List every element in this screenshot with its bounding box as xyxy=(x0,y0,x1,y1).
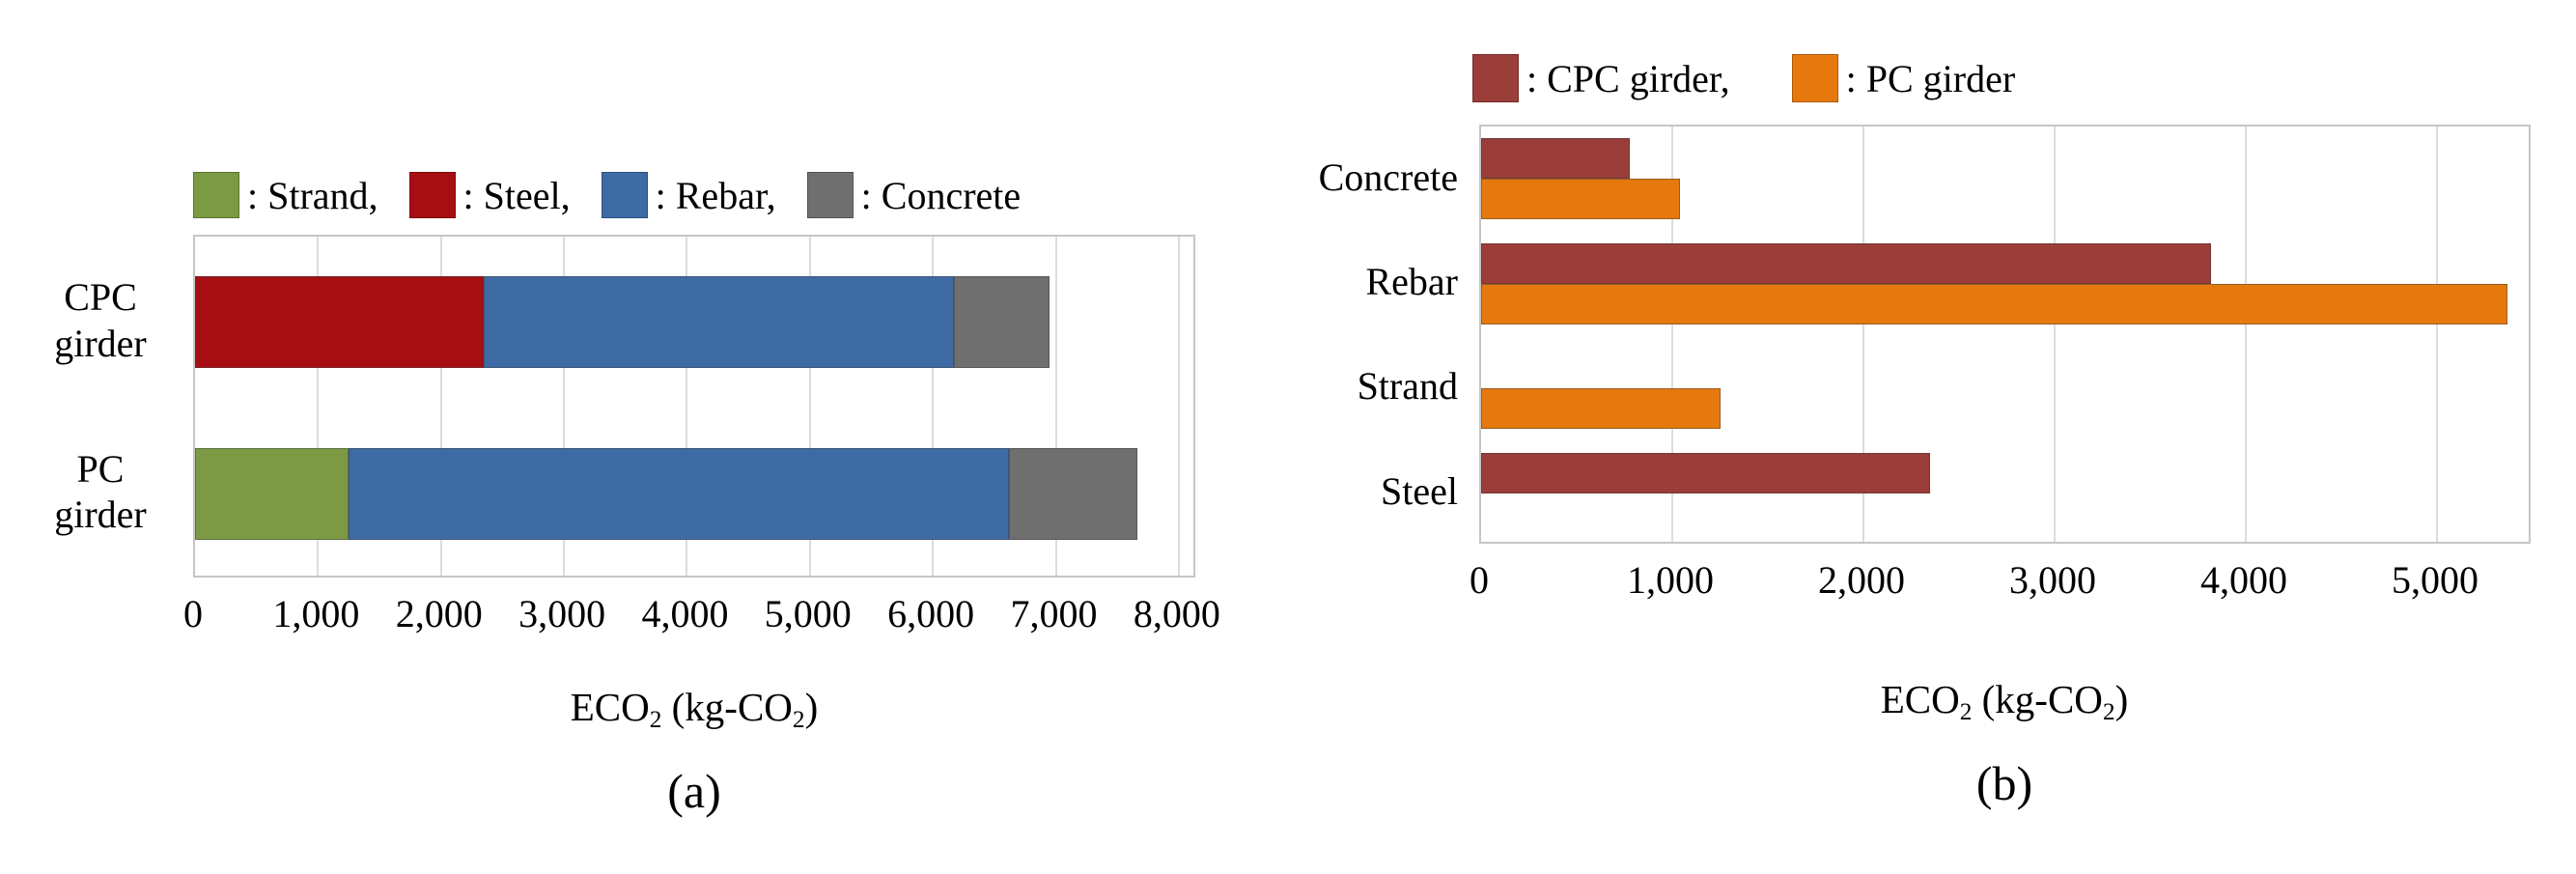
x-axis-tick-label: 7,000 xyxy=(1010,592,1098,635)
legend-item-concrete: : Concrete xyxy=(806,172,1022,218)
x-axis-tick-label: 4,000 xyxy=(2200,558,2287,602)
x-axis-tick-label: 6,000 xyxy=(887,592,975,635)
strand-swatch-icon xyxy=(193,172,239,218)
x-axis-tick-label: 5,000 xyxy=(764,592,852,635)
bar-concrete-cpc-girder xyxy=(1481,138,1631,180)
gridline xyxy=(1054,237,1057,576)
chart-a-plot-area xyxy=(193,235,1195,578)
chart-a-legend: : Strand, : Steel, : Rebar, : Concrete xyxy=(193,172,1021,218)
legend-item-rebar: : Rebar, xyxy=(601,172,776,218)
legend-item-cpc-girder: : CPC girder, xyxy=(1472,54,1730,102)
chart-b-legend: : CPC girder, : PC girder xyxy=(1472,54,2015,102)
x-axis-tick-label: 1,000 xyxy=(272,592,360,635)
bar-rebar-pc-girder xyxy=(1481,283,2508,324)
x-axis-tick-label: 0 xyxy=(1470,558,1489,602)
legend-label-steel: : Steel, xyxy=(462,173,571,217)
legend-label-strand: : Strand, xyxy=(247,173,378,217)
bar-segment-cpc-girder-rebar xyxy=(484,276,954,369)
x-axis-tick-label: 0 xyxy=(183,592,203,635)
legend-label-rebar: : Rebar, xyxy=(655,173,776,217)
pc-girder-swatch-icon xyxy=(1791,54,1838,102)
legend-label-pc-girder: : PC girder xyxy=(1845,56,2016,100)
legend-item-strand: : Strand, xyxy=(193,172,378,218)
category-label-concrete: Concrete xyxy=(1318,155,1458,199)
gridline xyxy=(2436,127,2438,542)
bar-strand-pc-girder xyxy=(1481,388,1721,430)
category-label-strand: Strand xyxy=(1357,364,1458,408)
chart-b-plot-area xyxy=(1479,125,2531,544)
legend-item-pc-girder: : PC girder xyxy=(1791,54,2016,102)
chart-b-x-axis-label: ECO2 (kg-CO2) xyxy=(1880,677,2129,726)
gridline xyxy=(1177,237,1180,576)
bar-steel-cpc-girder xyxy=(1481,452,1931,493)
gridline xyxy=(1671,127,1673,542)
gridline xyxy=(2054,127,2056,542)
x-axis-tick-label: 2,000 xyxy=(395,592,483,635)
category-label-pc-girder: PC girder xyxy=(54,446,147,536)
gridline xyxy=(932,237,935,576)
x-axis-tick-label: 1,000 xyxy=(1627,558,1714,602)
x-axis-tick-label: 5,000 xyxy=(2392,558,2478,602)
concrete-swatch-icon xyxy=(806,172,854,218)
steel-swatch-icon xyxy=(408,172,456,218)
cpc-girder-swatch-icon xyxy=(1472,54,1519,102)
category-label-cpc-girder: CPC girder xyxy=(54,275,147,365)
rebar-swatch-icon xyxy=(601,172,648,218)
caption-a: (a) xyxy=(667,764,721,818)
caption-b: (b) xyxy=(1975,756,2033,810)
x-axis-tick-label: 3,000 xyxy=(2009,558,2096,602)
category-label-steel: Steel xyxy=(1381,468,1458,513)
x-axis-tick-label: 3,000 xyxy=(518,592,606,635)
x-axis-tick-label: 8,000 xyxy=(1133,592,1220,635)
gridline xyxy=(808,237,811,576)
bar-segment-pc-girder-rebar xyxy=(349,447,1010,540)
category-label-rebar: Rebar xyxy=(1365,259,1458,303)
gridline xyxy=(439,237,442,576)
legend-item-steel: : Steel, xyxy=(408,172,571,218)
bar-concrete-pc-girder xyxy=(1481,179,1680,220)
gridline xyxy=(2245,127,2247,542)
chart-a-x-axis-label: ECO2 (kg-CO2) xyxy=(570,685,819,734)
bar-segment-pc-girder-strand xyxy=(195,447,350,540)
gridline xyxy=(1862,127,1864,542)
x-axis-tick-label: 2,000 xyxy=(1818,558,1905,602)
bar-segment-cpc-girder-concrete xyxy=(953,276,1050,369)
x-axis-tick-label: 4,000 xyxy=(641,592,729,635)
legend-label-cpc-girder: : CPC girder, xyxy=(1526,56,1730,100)
bar-segment-cpc-girder-steel xyxy=(195,276,485,369)
gridline xyxy=(317,237,320,576)
legend-label-concrete: : Concrete xyxy=(860,173,1022,217)
bar-segment-pc-girder-concrete xyxy=(1009,447,1137,540)
bar-rebar-cpc-girder xyxy=(1481,242,2212,284)
gridline xyxy=(686,237,688,576)
gridline xyxy=(563,237,566,576)
